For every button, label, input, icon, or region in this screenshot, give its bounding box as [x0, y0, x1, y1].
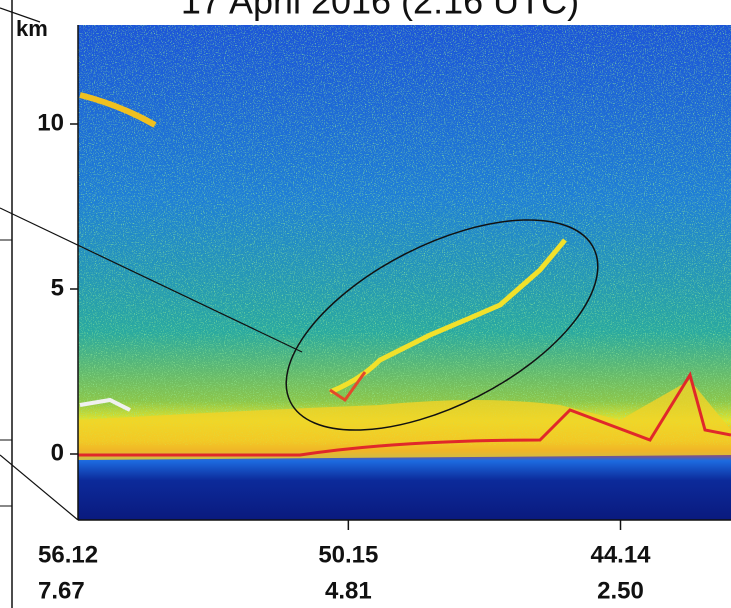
- x-tick-sublabel: 4.81: [325, 577, 372, 604]
- noise-texture: [78, 25, 731, 445]
- figure: 17 April 2016 (2:16 UTC) km 0 5 10 56.12 7.6…: [0, 0, 731, 608]
- plot-area: [78, 25, 731, 520]
- x-tick-label: 50.15: [318, 541, 378, 568]
- y-axis-label: km: [16, 16, 48, 41]
- y-tick-label: 0: [51, 439, 64, 466]
- x-tick-label: 56.12: [38, 541, 98, 568]
- chart-title: 17 April 2016 (2:16 UTC): [181, 0, 579, 22]
- y-tick-label: 10: [37, 109, 64, 136]
- x-tick-label: 44.14: [590, 541, 651, 568]
- x-tick-sublabel: 2.50: [597, 577, 644, 604]
- x-tick-sublabel: 7.67: [38, 577, 85, 604]
- y-tick-label: 5: [51, 274, 64, 301]
